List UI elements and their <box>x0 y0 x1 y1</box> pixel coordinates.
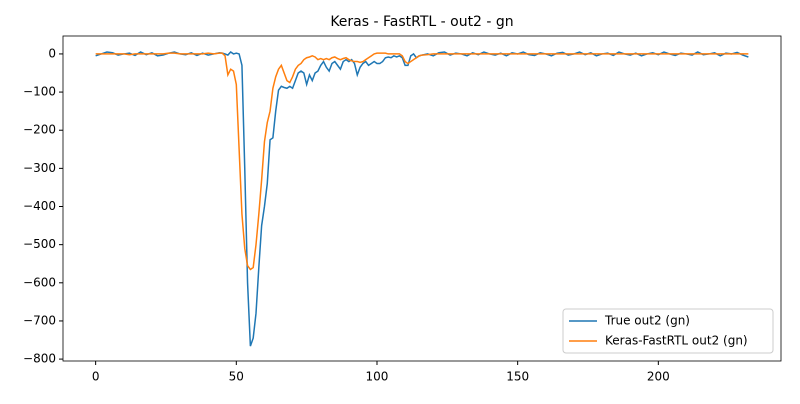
x-tick-label: 150 <box>506 370 529 384</box>
plot-frame <box>62 35 782 362</box>
y-tick-label: −200 <box>23 123 56 137</box>
x-tick-label: 50 <box>229 370 244 384</box>
legend-label: True out2 (gn) <box>604 314 690 328</box>
y-tick-label: −100 <box>23 85 56 99</box>
y-tick-label: −700 <box>23 313 56 327</box>
y-tick-label: −300 <box>23 161 56 175</box>
y-tick-label: −500 <box>23 237 56 251</box>
x-tick-label: 200 <box>647 370 670 384</box>
legend-box <box>562 308 774 354</box>
y-tick-label: −400 <box>23 199 56 213</box>
y-tick-label: 0 <box>48 46 56 60</box>
x-tick-label: 100 <box>366 370 389 384</box>
legend-label: Keras-FastRTL out2 (gn) <box>605 334 748 348</box>
legend: True out2 (gn) Keras-FastRTL out2 (gn) <box>562 308 774 354</box>
x-tick-label: 0 <box>92 370 100 384</box>
series-line <box>95 52 749 271</box>
chart-title: Keras - FastRTL - out2 - gn <box>330 14 513 30</box>
y-tick-label: −600 <box>23 275 56 289</box>
y-tick-label: −800 <box>23 352 56 366</box>
